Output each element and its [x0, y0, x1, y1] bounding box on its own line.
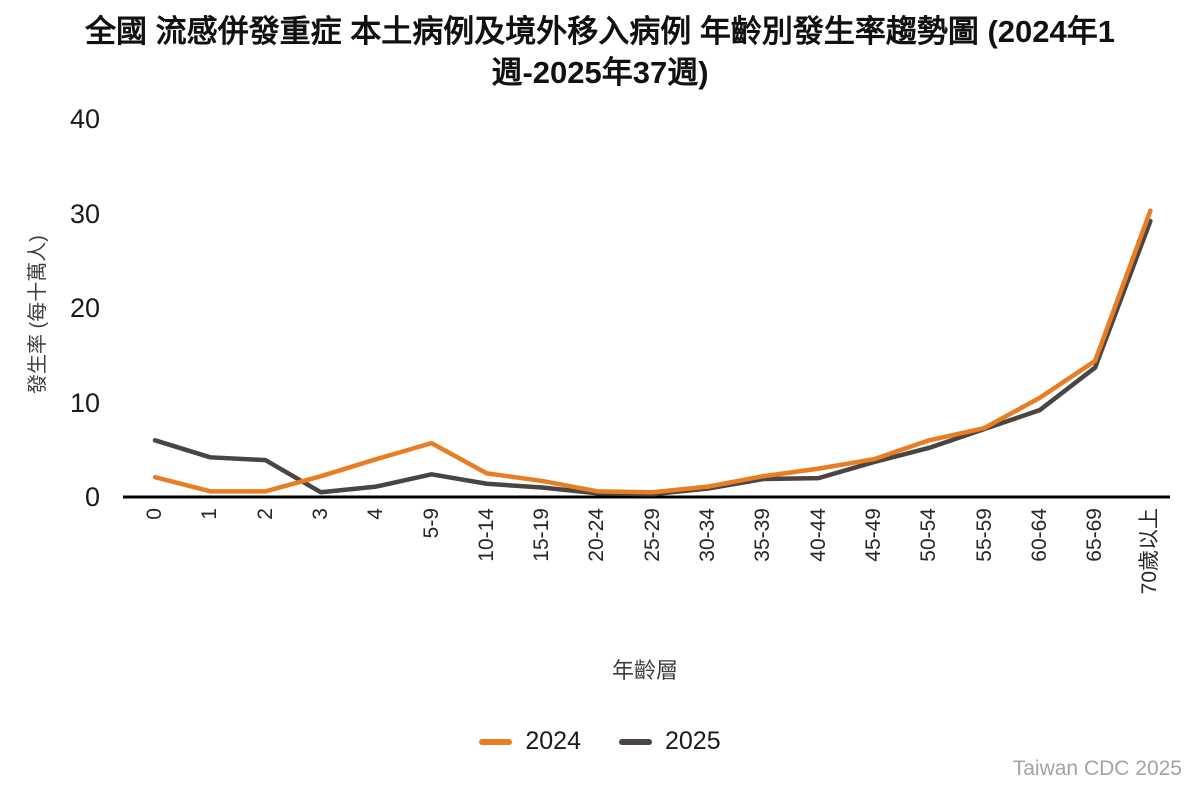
legend: 2024 2025 [0, 727, 1200, 756]
legend-item-2024: 2024 [479, 727, 581, 756]
y-tick-label: 20 [69, 293, 100, 323]
x-tick-label: 55-59 [972, 508, 996, 562]
x-tick-label: 40-44 [806, 508, 830, 562]
source-credit: Taiwan CDC 2025 [1012, 757, 1182, 780]
x-tick-label: 25-29 [640, 508, 664, 562]
x-tick-label: 50-54 [917, 508, 941, 562]
x-tick-label: 60-64 [1027, 508, 1051, 562]
x-tick-label: 2 [253, 508, 277, 520]
x-tick-label: 0 [143, 508, 166, 520]
y-tick-label: 10 [69, 388, 100, 418]
x-tick-label: 4 [364, 508, 388, 520]
x-tick-label: 45-49 [861, 508, 885, 562]
x-tick-label: 1 [198, 508, 222, 520]
legend-swatch-2025 [619, 738, 652, 745]
y-tick-label: 40 [69, 104, 100, 134]
legend-label: 2024 [525, 727, 581, 755]
x-tick-label: 15-19 [530, 508, 554, 562]
x-tick-label: 10-14 [474, 508, 498, 562]
x-tick-label: 20-24 [585, 508, 609, 562]
x-tick-label: 70歲以上 [1138, 508, 1162, 595]
x-axis-title: 年齡層 [611, 658, 678, 683]
y-tick-label: 30 [69, 199, 100, 229]
series-line-2024 [152, 208, 1153, 495]
x-tick-label: 5-9 [419, 508, 443, 539]
series-line-2025 [152, 218, 1153, 497]
y-axis-title: 發生率 (每十萬人) [27, 235, 49, 394]
legend-label: 2025 [665, 727, 721, 755]
x-tick-label: 30-34 [696, 508, 719, 562]
x-tick-label: 3 [308, 508, 332, 520]
x-tick-label: 35-39 [751, 508, 775, 562]
chart-title: 全國 流感併發重症 本土病例及境外移入病例 年齡別發生率趨勢圖 (2024年1週… [85, 14, 1115, 90]
legend-item-2025: 2025 [619, 727, 721, 756]
legend-swatch-2024 [479, 738, 513, 745]
x-tick-label: 65-69 [1083, 508, 1107, 562]
y-tick-label: 0 [84, 482, 100, 512]
